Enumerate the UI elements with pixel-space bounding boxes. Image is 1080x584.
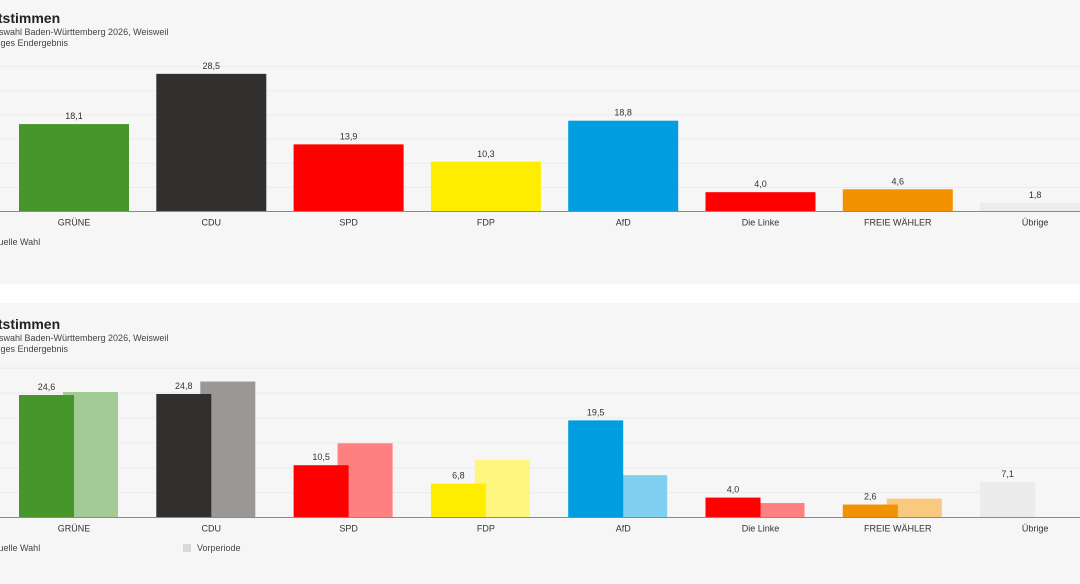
bar-group-afd: 19,5 AfD <box>568 407 668 534</box>
data-label: 4,0 <box>754 179 767 189</box>
bar-gruene <box>19 124 129 212</box>
chart-subtitle: gswahl Baden-Württemberg 2026, Weisweil <box>0 27 169 37</box>
bar-fdp <box>430 483 486 518</box>
bar-afd <box>568 120 679 212</box>
category-label: CDU <box>202 218 222 228</box>
data-label: 10,3 <box>477 149 495 159</box>
bar-cdu <box>156 393 212 518</box>
bar-chart-top: 18,1 GRÜNE 28,5 CDU 13,9 SPD 10,3 FDP 18,8 AfD 4,0… <box>0 61 1080 228</box>
chart-subtitle-status: ifiges Endergebnis <box>0 344 69 354</box>
bar-freie-waehler <box>842 189 953 212</box>
category-label: FDP <box>477 524 495 534</box>
data-label: 18,1 <box>65 111 83 121</box>
data-label: 24,8 <box>175 381 193 391</box>
bar-group-spd: 13,9 SPD <box>293 131 404 228</box>
data-label: 10,5 <box>312 452 330 462</box>
bar-spd <box>293 465 349 518</box>
data-label: 4,0 <box>727 485 740 495</box>
bar-group-spd: 10,5 SPD <box>293 443 393 534</box>
legend-swatch <box>183 544 191 552</box>
data-label: 2,6 <box>864 492 877 502</box>
data-label: 7,1 <box>1001 469 1014 479</box>
bar-group-die-linke: 4,0 Die Linke <box>705 179 816 228</box>
category-label: AfD <box>616 218 632 228</box>
chart-panel-top: itstimmen gswahl Baden-Württemberg 2026,… <box>0 0 1080 284</box>
chart-subtitle-status: ifiges Endergebnis <box>0 38 69 48</box>
bar-group-uebrige: 1,8 Übrige <box>980 190 1080 228</box>
data-label: 18,8 <box>614 108 632 118</box>
category-label: FDP <box>477 218 495 228</box>
bar-fdp <box>430 161 541 212</box>
category-label: Die Linke <box>742 524 780 534</box>
bar-chart-bottom: 24,6 GRÜNE 24,8 CDU 10,5 SPD 6,8 FDP 19,5 AfD 4,0 D… <box>0 367 1080 534</box>
bars: 18,1 GRÜNE 28,5 CDU 13,9 SPD 10,3 FDP 18,8 AfD 4,0… <box>0 61 1080 228</box>
bar-group-fdp: 10,3 FDP <box>430 149 541 228</box>
legend-label: tuelle Wahl <box>0 237 41 247</box>
bar-previous-die-linke <box>749 503 805 518</box>
bar-group-freie-waehler: 4,6 FREIE WÄHLER <box>842 176 953 228</box>
category-label: SPD <box>339 218 358 228</box>
data-label: 1,8 <box>1029 190 1042 200</box>
bar-group-gruene: 18,1 GRÜNE <box>19 111 129 228</box>
legend-item-current[interactable]: tuelle Wahl <box>0 237 40 247</box>
bar-group-gruene: 24,6 GRÜNE <box>19 382 118 534</box>
legend-item-previous[interactable]: Vorperiode <box>183 543 241 553</box>
bar-group-die-linke: 4,0 Die Linke <box>705 485 805 534</box>
bar-die-linke <box>705 192 816 212</box>
bar-uebrige <box>980 482 1036 518</box>
bar-afd <box>568 420 624 518</box>
bar-die-linke <box>705 497 761 518</box>
bar-group-cdu: 28,5 CDU <box>156 61 267 228</box>
bar-group-fdp: 6,8 FDP <box>430 459 530 534</box>
data-label: 6,8 <box>452 471 465 481</box>
category-label: Die Linke <box>742 218 780 228</box>
data-label: 24,6 <box>38 382 56 392</box>
category-label: Übrige <box>1022 524 1049 534</box>
category-label: AfD <box>616 524 632 534</box>
category-label: SPD <box>339 524 358 534</box>
bar-uebrige <box>980 202 1080 212</box>
category-label: CDU <box>202 524 222 534</box>
category-label: GRÜNE <box>58 524 91 534</box>
data-label: 19,5 <box>587 407 605 417</box>
category-label: FREIE WÄHLER <box>864 218 932 228</box>
category-label: FREIE WÄHLER <box>864 524 932 534</box>
bar-group-freie-waehler: 2,6 FREIE WÄHLER <box>842 492 942 534</box>
bar-gruene <box>19 394 74 518</box>
data-label: 28,5 <box>203 61 221 71</box>
category-label: GRÜNE <box>58 218 91 228</box>
category-label: Übrige <box>1022 218 1049 228</box>
bars: 24,6 GRÜNE 24,8 CDU 10,5 SPD 6,8 FDP 19,5 AfD 4,0 D… <box>0 367 1080 534</box>
bar-spd <box>293 144 404 212</box>
chart-subtitle: gswahl Baden-Württemberg 2026, Weisweil <box>0 333 169 343</box>
bar-group-cdu: 24,8 CDU <box>156 381 256 534</box>
legend-label: Vorperiode <box>197 543 241 553</box>
bar-group-uebrige: 7,1 Übrige <box>980 469 1080 534</box>
data-label: 13,9 <box>340 131 358 141</box>
bar-cdu <box>156 73 267 212</box>
legend-item-current[interactable]: tuelle Wahl <box>0 543 40 553</box>
data-label: 4,6 <box>892 176 905 186</box>
bar-group-afd: 18,8 AfD <box>568 108 679 228</box>
chart-title: itstimmen <box>0 316 61 332</box>
chart-title: itstimmen <box>0 10 61 26</box>
chart-panel-bottom: itstimmen gswahl Baden-Württemberg 2026,… <box>0 303 1080 584</box>
legend-label: tuelle Wahl <box>0 543 41 553</box>
bar-previous-freie-waehler <box>886 498 942 518</box>
bar-freie-waehler <box>842 504 898 518</box>
